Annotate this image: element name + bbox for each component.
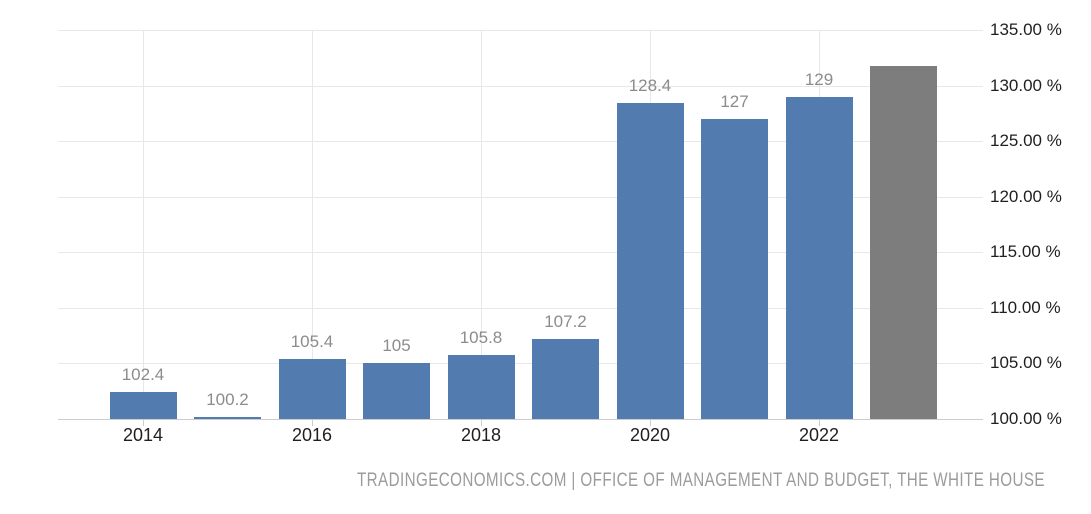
x-axis-label-2016: 2016 xyxy=(291,425,333,445)
x-axis-label-2018: 2018 xyxy=(460,425,502,445)
y-gridline-110 xyxy=(58,308,983,309)
y-axis-label-125: 125.00 % xyxy=(990,131,1062,150)
chart-attribution: TRADINGECONOMICS.COM | OFFICE OF MANAGEM… xyxy=(357,470,1045,491)
bar-value-label-2014: 102.4 xyxy=(121,365,165,385)
bar-2018[interactable] xyxy=(447,354,515,419)
y-axis-label-120: 120.00 % xyxy=(990,187,1062,206)
bar-2019[interactable] xyxy=(532,338,599,419)
x-axis-tick-2016 xyxy=(312,420,313,426)
y-axis-label-100: 100.00 % xyxy=(990,409,1062,428)
bar-2016[interactable] xyxy=(278,358,346,419)
x-gridline-2018 xyxy=(481,30,482,419)
bar-2017[interactable] xyxy=(363,363,430,419)
x-axis-label-2022: 2022 xyxy=(798,425,840,445)
x-gridline-2014 xyxy=(143,30,144,419)
bar-value-label-2018: 105.8 xyxy=(459,327,503,347)
y-gridline-125 xyxy=(58,141,983,142)
x-axis-tick-2014 xyxy=(143,420,144,426)
bar-2020[interactable] xyxy=(616,103,684,419)
x-axis-label-2020: 2020 xyxy=(629,425,671,445)
bar-value-label-2022: 129 xyxy=(804,69,834,89)
bar-2021[interactable] xyxy=(701,118,768,419)
y-axis-label-115: 115.00 % xyxy=(990,242,1061,261)
y-gridline-105 xyxy=(58,363,983,364)
bar-value-label-2016: 105.4 xyxy=(290,331,334,351)
y-gridline-135 xyxy=(58,30,983,31)
bar-2015[interactable] xyxy=(194,416,261,419)
x-axis-label-2014: 2014 xyxy=(122,425,164,445)
bar-value-label-2015: 100.2 xyxy=(206,389,249,409)
x-axis-tick-2020 xyxy=(650,420,651,426)
bar-value-label-2017: 105 xyxy=(382,336,411,356)
x-axis-tick-2018 xyxy=(481,420,482,426)
x-gridline-2016 xyxy=(312,30,313,419)
y-axis-label-130: 130.00 % xyxy=(990,76,1062,95)
y-gridline-120 xyxy=(58,197,983,198)
y-axis-label-110: 110.00 % xyxy=(990,298,1061,317)
y-axis-label-135: 135.00 % xyxy=(990,20,1062,39)
bar-value-label-2020: 128.4 xyxy=(628,76,672,96)
bar-2022[interactable] xyxy=(785,96,853,419)
x-axis-tick-2022 xyxy=(819,420,820,426)
bar-value-label-2019: 107.2 xyxy=(544,311,587,331)
x-axis-line xyxy=(58,419,983,420)
bar-2014[interactable] xyxy=(109,392,177,419)
bar-value-label-2021: 127 xyxy=(720,91,749,111)
y-gridline-115 xyxy=(58,252,983,253)
bar-2023[interactable] xyxy=(870,65,937,419)
y-axis-label-105: 105.00 % xyxy=(990,353,1062,372)
y-gridline-130 xyxy=(58,86,983,87)
